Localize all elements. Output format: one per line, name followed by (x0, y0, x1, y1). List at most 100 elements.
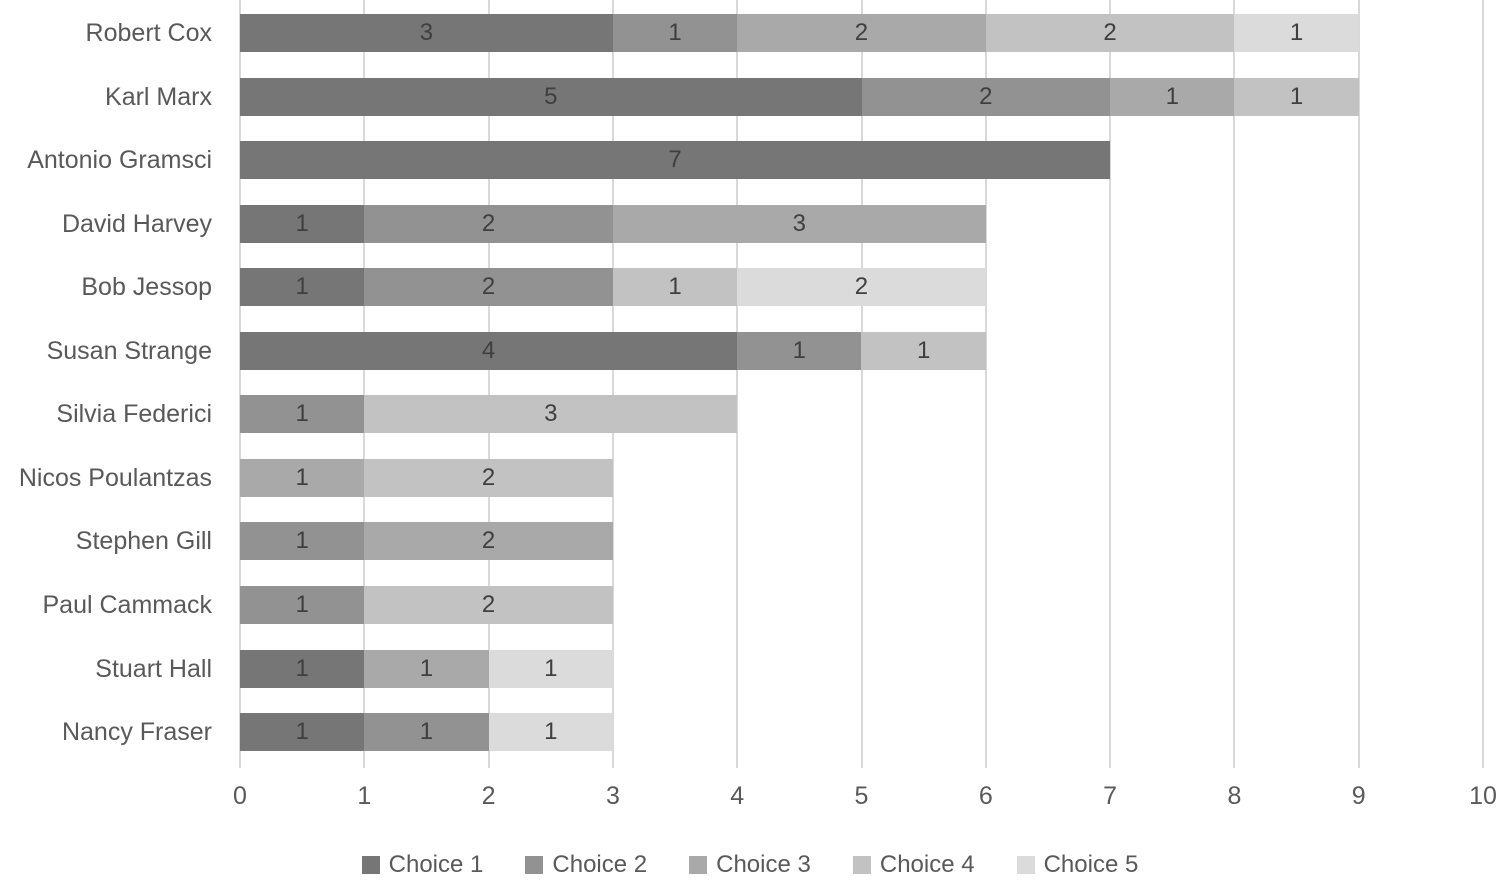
legend-item: Choice 2 (525, 851, 647, 879)
category-label: Paul Cammack (42, 590, 213, 619)
bar: 4 1 1 (240, 331, 986, 370)
bar-segment: 1 (1234, 14, 1359, 52)
x-tick-label: 4 (730, 782, 745, 810)
bar-segment: 1 (488, 649, 613, 688)
data-label: 2 (854, 273, 869, 301)
bar-segment: 2 (861, 77, 1111, 116)
bar-segment: 1 (240, 204, 365, 243)
bar-segment: 2 (364, 268, 613, 307)
data-label: 1 (419, 718, 434, 746)
bar-segment: 5 (240, 77, 862, 116)
bar: 1 2 3 (240, 204, 986, 243)
data-label: 1 (295, 718, 309, 746)
bar-segment: 2 (737, 268, 986, 307)
bar-segment: 2 (364, 204, 613, 243)
category-label: Stephen Gill (75, 527, 212, 556)
x-tick-label: 5 (854, 782, 869, 810)
data-label: 2 (979, 82, 993, 110)
bar-segment: 1 (861, 331, 986, 370)
legend-label: Choice 2 (552, 851, 648, 878)
legend: Choice 1 Choice 2 Choice 3 Choice 4 Choice 5 (0, 850, 1500, 880)
data-label: 1 (295, 273, 309, 301)
x-tick-label: 2 (481, 782, 496, 810)
bar-segment: 1 (612, 14, 738, 52)
data-label: 1 (544, 654, 558, 682)
category-label: Antonio Gramsci (27, 146, 212, 175)
data-label: 1 (295, 654, 309, 682)
bar-segment: 1 (240, 522, 365, 561)
data-label: 1 (1165, 82, 1179, 110)
gridline (736, 0, 739, 768)
bar-segment: 2 (364, 585, 613, 624)
legend-swatch (852, 856, 871, 874)
data-label: 1 (295, 400, 309, 428)
data-label: 1 (1289, 19, 1304, 46)
gridline (363, 0, 366, 768)
category-label: Nicos Poulantzas (18, 463, 212, 492)
category-label: Karl Marx (105, 82, 212, 111)
x-tick-label: 6 (978, 782, 993, 810)
bar-segment: 7 (240, 141, 1111, 180)
bar-segment: 1 (240, 458, 365, 497)
bar-segment: 1 (1110, 77, 1235, 116)
data-label: 1 (792, 336, 807, 364)
gridline (239, 0, 241, 768)
bar: 1 1 1 (240, 649, 613, 688)
x-tick-label: 8 (1227, 782, 1242, 810)
bar: 3 1 2 2 1 (240, 14, 1359, 52)
bar-segment: 1 (364, 649, 489, 688)
bar-segment: 2 (364, 458, 613, 497)
x-axis: 0 1 2 3 4 5 6 7 8 9 10 (0, 782, 1500, 818)
data-label: 1 (419, 654, 434, 682)
data-label: 1 (916, 336, 931, 364)
gridline (487, 0, 490, 768)
bar: 7 (240, 141, 1111, 180)
bar-segment: 1 (240, 268, 365, 307)
bar-segment: 1 (240, 395, 365, 434)
data-label: 1 (668, 273, 682, 301)
bar-segment: 2 (985, 14, 1235, 52)
gridline (984, 0, 987, 768)
legend-item: Choice 1 (361, 851, 484, 879)
category-label: Nancy Fraser (61, 718, 212, 747)
bar-segment: 1 (1234, 77, 1359, 116)
bar-segment: 3 (364, 395, 738, 434)
data-label: 2 (854, 19, 869, 46)
data-label: 2 (481, 527, 496, 555)
bar-segment: 1 (240, 585, 365, 624)
bar: 5 2 1 1 (240, 77, 1359, 116)
x-tick-label: 3 (605, 782, 620, 810)
data-label: 1 (295, 527, 309, 555)
legend-label: Choice 5 (1043, 851, 1139, 878)
bar: 1 2 1 2 (240, 268, 986, 307)
category-label: Robert Cox (85, 19, 212, 47)
gridline (1233, 0, 1236, 768)
y-axis-category-labels: Robert Cox Karl Marx Antonio Gramsci David … (0, 0, 212, 766)
bar-segment: 3 (240, 14, 613, 52)
legend-swatch (525, 856, 544, 874)
data-label: 5 (544, 82, 558, 110)
data-label: 2 (481, 590, 496, 618)
gridline (611, 0, 614, 768)
data-label: 2 (481, 273, 496, 301)
bar-segment: 2 (737, 14, 986, 52)
data-label: 3 (544, 400, 558, 428)
x-tick-label: 7 (1103, 782, 1118, 810)
data-label: 7 (668, 146, 682, 174)
x-tick-label: 9 (1351, 782, 1366, 810)
legend-label: Choice 1 (388, 851, 484, 878)
bar-segment: 3 (612, 204, 986, 243)
legend-item: Choice 5 (1016, 851, 1139, 879)
gridline (1482, 0, 1484, 768)
category-label: David Harvey (61, 209, 212, 238)
x-tick-label: 0 (233, 782, 247, 810)
legend-label: Choice 3 (716, 851, 811, 878)
x-tick-label: 1 (357, 782, 372, 810)
legend-item: Choice 4 (852, 851, 975, 879)
bar-segment: 1 (612, 268, 738, 307)
data-label: 1 (1289, 82, 1304, 110)
bar-segment: 1 (737, 331, 862, 370)
